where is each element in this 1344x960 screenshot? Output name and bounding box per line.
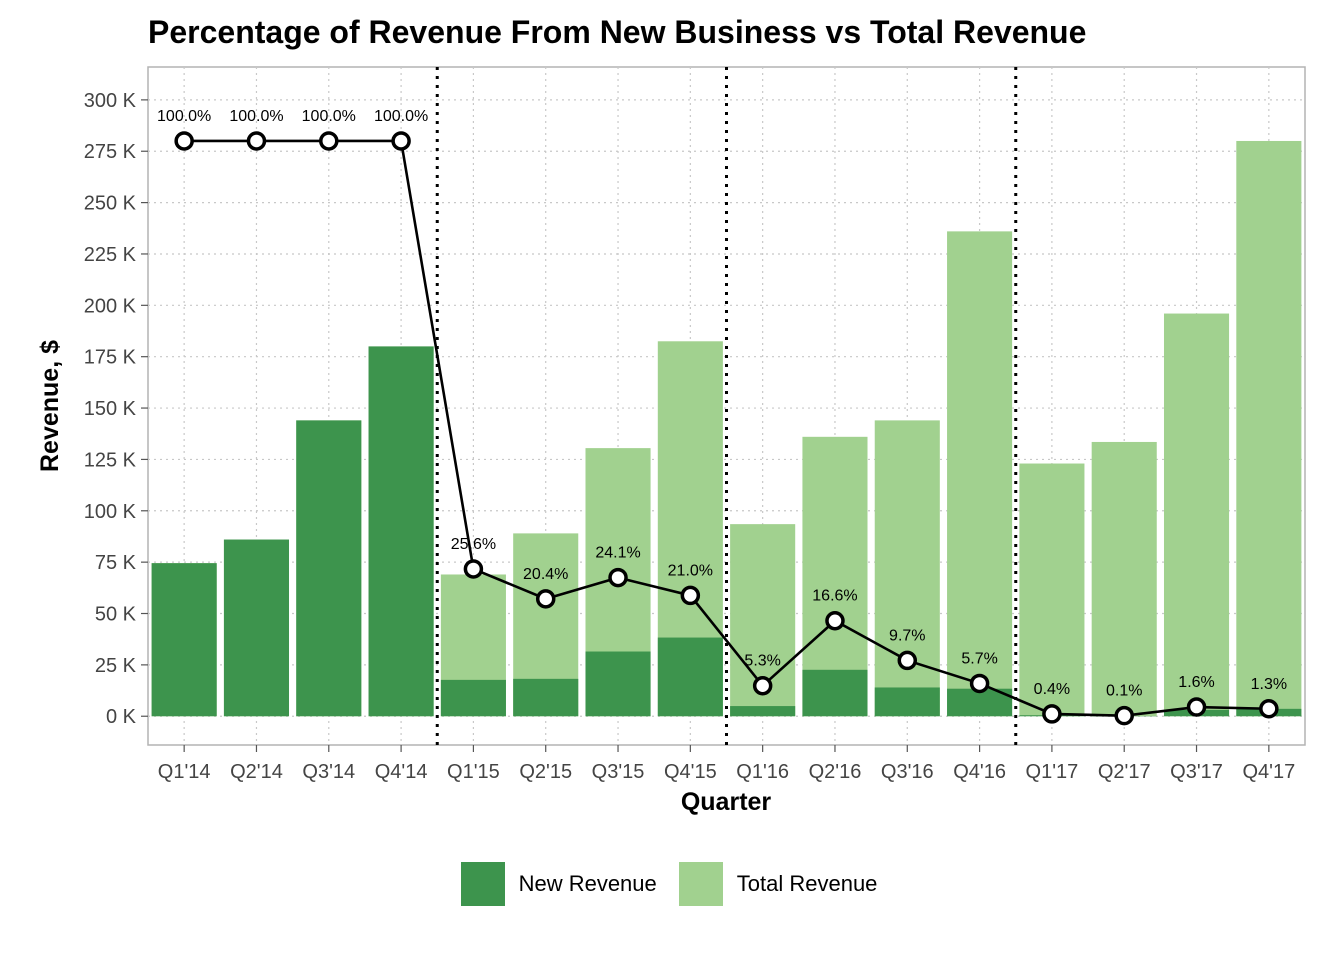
y-tick-label-250-k: 250 K: [84, 193, 137, 215]
bar-new-q1-16: [730, 706, 796, 717]
y-tick-label-125-k: 125 K: [84, 449, 137, 471]
x-tick-label-q3-17: Q3'17: [1170, 761, 1223, 783]
percentage-label-q2-16: 16.6%: [812, 588, 857, 605]
bar-new-q2-16: [802, 669, 868, 717]
percentage-point-q3-17: [1186, 697, 1207, 717]
new-revenue-bars: [151, 346, 1302, 717]
percentage-label-q2-14: 100.0%: [229, 108, 283, 125]
percentage-point-q2-14: [246, 131, 267, 151]
percentage-label-q4-16: 5.7%: [961, 650, 997, 667]
legend-swatch-total-revenue: [678, 862, 723, 906]
percentage-label-q1-16: 5.3%: [744, 653, 780, 670]
percentage-label-q1-17: 0.4%: [1034, 681, 1070, 698]
legend-item-total-revenue: Total Revenue: [678, 862, 884, 906]
percentage-point-q2-15: [535, 589, 556, 609]
bar-new-q2-15: [513, 678, 579, 717]
x-tick-label-q2-14: Q2'14: [230, 761, 283, 783]
x-tick-label-q1-14: Q1'14: [158, 761, 211, 783]
x-axis-label: Quarter: [681, 788, 772, 816]
percentage-label-q1-15: 25.6%: [451, 536, 496, 553]
legend-swatch-new-revenue: [460, 862, 505, 906]
percentage-label-q3-15: 24.1%: [595, 545, 640, 562]
x-tick-label-q2-15: Q2'15: [519, 761, 572, 783]
percentage-point-q3-15: [608, 567, 628, 588]
y-tick-label-50-k: 50 K: [95, 604, 137, 626]
x-tick-label-q1-15: Q1'15: [447, 761, 500, 783]
y-tick-label-75-k: 75 K: [95, 552, 137, 574]
y-tick-label-200-k: 200 K: [84, 295, 137, 317]
x-tick-label-q2-17: Q2'17: [1098, 761, 1151, 783]
bar-new-q3-16: [874, 687, 940, 717]
percentage-point-q4-14: [391, 131, 411, 151]
y-tick-label-0-k: 0 K: [106, 706, 137, 728]
percentage-label-q4-15: 21.0%: [668, 562, 713, 579]
bar-new-q1-14: [151, 563, 217, 717]
chart-title: Percentage of Revenue From New Business …: [148, 14, 1087, 50]
x-tick-label-q4-17: Q4'17: [1242, 761, 1295, 783]
y-axis-label: Revenue, $: [36, 340, 64, 472]
percentage-point-q2-17: [1114, 705, 1134, 726]
percentage-label-q2-17: 0.1%: [1106, 683, 1142, 700]
percentage-point-q1-15: [463, 559, 484, 579]
x-tick-label-q1-16: Q1'16: [736, 761, 789, 783]
bar-new-q1-15: [440, 679, 506, 717]
percentage-point-q3-14: [319, 131, 339, 151]
x-tick-label-q3-15: Q3'15: [592, 761, 645, 783]
bar-total-q2-16: [802, 436, 868, 717]
y-axis-ticks: 0 K 25 K 50 K 75 K 100 K 125 K 150 K 175 K 200 K…: [84, 90, 148, 728]
x-tick-label-q4-15: Q4'15: [664, 761, 717, 783]
percentage-point-q4-16: [969, 673, 990, 694]
bar-new-q3-14: [296, 420, 362, 717]
bar-total-q2-17: [1091, 441, 1157, 717]
percentage-point-q4-15: [680, 585, 701, 606]
bar-total-q3-16: [874, 420, 940, 717]
x-tick-label-q3-14: Q3'14: [302, 761, 355, 783]
y-tick-label-275-k: 275 K: [84, 141, 137, 163]
percentage-point-q3-16: [897, 650, 918, 671]
percentage-label-q4-14: 100.0%: [374, 108, 428, 125]
y-tick-label-100-k: 100 K: [84, 501, 137, 523]
x-tick-label-q4-16: Q4'16: [953, 761, 1006, 783]
percentage-line: 100.0% 100.0% 100.0% 100.0% 25.6% 20.4% 24.1% 2…: [157, 108, 1287, 726]
percentage-line-path: [184, 139, 1269, 717]
bar-total-q4-16: [947, 231, 1013, 717]
bar-total-q3-17: [1163, 313, 1230, 717]
bar-new-q2-14: [223, 539, 290, 717]
percentage-label-q3-16: 9.7%: [889, 627, 925, 644]
bar-new-q4-14: [368, 346, 434, 717]
percentage-point-q4-17: [1259, 699, 1279, 719]
legend-label-new-revenue: New Revenue: [518, 871, 657, 896]
percentage-point-q1-14: [174, 131, 194, 151]
y-tick-label-225-k: 225 K: [84, 244, 137, 266]
x-tick-label-q4-14: Q4'14: [375, 761, 428, 783]
percentage-label-q4-17: 1.3%: [1251, 676, 1287, 693]
x-tick-label-q1-17: Q1'17: [1026, 761, 1079, 783]
legend: New Revenue Total Revenue: [0, 862, 1344, 906]
legend-item-new-revenue: New Revenue: [460, 862, 663, 906]
y-tick-label-25-k: 25 K: [95, 655, 137, 677]
percentage-label-q2-15: 20.4%: [523, 566, 568, 583]
y-tick-label-175-k: 175 K: [84, 347, 137, 369]
percentage-label-q1-14: 100.0%: [157, 108, 211, 125]
x-tick-label-q2-16: Q2'16: [809, 761, 862, 783]
bar-new-q4-15: [657, 637, 723, 717]
percentage-point-q1-16: [752, 675, 773, 696]
bar-total-q4-17: [1236, 140, 1302, 717]
percentage-point-q1-17: [1042, 704, 1062, 724]
y-tick-label-300-k: 300 K: [84, 90, 137, 112]
percentage-label-q3-14: 100.0%: [302, 108, 356, 125]
percentage-point-q2-16: [825, 610, 845, 631]
x-axis-ticks: Q1'14 Q2'14 Q3'14 Q4'14 Q1'15 Q2'15 Q3'15 Q4'15…: [158, 745, 1295, 783]
y-tick-label-150-k: 150 K: [84, 398, 137, 420]
bar-total-q1-17: [1019, 463, 1085, 717]
bar-new-q3-15: [585, 651, 651, 717]
percentage-label-q3-17: 1.6%: [1178, 674, 1214, 691]
x-tick-label-q3-16: Q3'16: [881, 761, 934, 783]
legend-label-total-revenue: Total Revenue: [736, 871, 878, 896]
